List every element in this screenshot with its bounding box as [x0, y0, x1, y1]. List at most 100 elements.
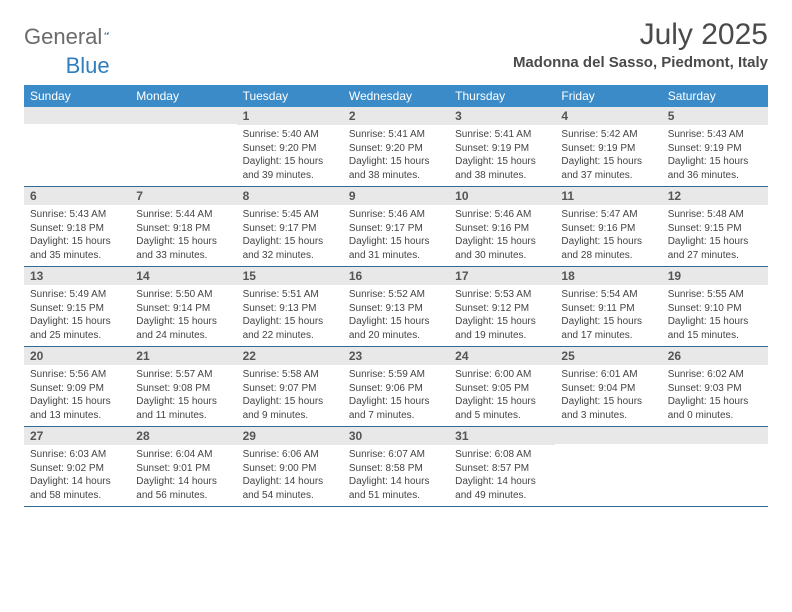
- daylight-text-2: and 49 minutes.: [455, 489, 549, 503]
- day-details: Sunrise: 5:50 AMSunset: 9:14 PMDaylight:…: [130, 285, 236, 346]
- day-details: Sunrise: 5:56 AMSunset: 9:09 PMDaylight:…: [24, 365, 130, 426]
- sunrise-text: Sunrise: 5:57 AM: [136, 368, 230, 382]
- daylight-text-1: Daylight: 15 hours: [668, 155, 762, 169]
- day-number: 17: [449, 267, 555, 285]
- day-number: 21: [130, 347, 236, 365]
- day-details: Sunrise: 6:03 AMSunset: 9:02 PMDaylight:…: [24, 445, 130, 506]
- sunrise-text: Sunrise: 6:02 AM: [668, 368, 762, 382]
- brand-logo: General: [24, 18, 128, 50]
- sunrise-text: Sunrise: 5:49 AM: [30, 288, 124, 302]
- daylight-text-2: and 39 minutes.: [243, 169, 337, 183]
- brand-part1: General: [24, 24, 102, 50]
- day-number: 7: [130, 187, 236, 205]
- day-number: 14: [130, 267, 236, 285]
- calendar-day: 29Sunrise: 6:06 AMSunset: 9:00 PMDayligh…: [237, 427, 343, 506]
- calendar-day: 7Sunrise: 5:44 AMSunset: 9:18 PMDaylight…: [130, 187, 236, 266]
- sunset-text: Sunset: 9:15 PM: [668, 222, 762, 236]
- day-number: 12: [662, 187, 768, 205]
- sunset-text: Sunset: 9:19 PM: [455, 142, 549, 156]
- daylight-text-1: Daylight: 15 hours: [30, 395, 124, 409]
- calendar-day: 17Sunrise: 5:53 AMSunset: 9:12 PMDayligh…: [449, 267, 555, 346]
- sunset-text: Sunset: 9:05 PM: [455, 382, 549, 396]
- sunset-text: Sunset: 9:17 PM: [243, 222, 337, 236]
- sunset-text: Sunset: 9:11 PM: [561, 302, 655, 316]
- sunrise-text: Sunrise: 5:47 AM: [561, 208, 655, 222]
- calendar-day: 12Sunrise: 5:48 AMSunset: 9:15 PMDayligh…: [662, 187, 768, 266]
- daylight-text-2: and 19 minutes.: [455, 329, 549, 343]
- day-details: Sunrise: 5:43 AMSunset: 9:19 PMDaylight:…: [662, 125, 768, 186]
- day-number: 27: [24, 427, 130, 445]
- sunset-text: Sunset: 9:20 PM: [349, 142, 443, 156]
- calendar-day: 19Sunrise: 5:55 AMSunset: 9:10 PMDayligh…: [662, 267, 768, 346]
- day-details: Sunrise: 5:51 AMSunset: 9:13 PMDaylight:…: [237, 285, 343, 346]
- sunset-text: Sunset: 8:58 PM: [349, 462, 443, 476]
- daylight-text-1: Daylight: 15 hours: [30, 235, 124, 249]
- weekday-fri: Friday: [555, 85, 661, 107]
- weekday-mon: Monday: [130, 85, 236, 107]
- sunrise-text: Sunrise: 5:58 AM: [243, 368, 337, 382]
- day-number: 18: [555, 267, 661, 285]
- sunset-text: Sunset: 9:14 PM: [136, 302, 230, 316]
- daylight-text-1: Daylight: 15 hours: [243, 395, 337, 409]
- day-number: 25: [555, 347, 661, 365]
- day-details: Sunrise: 5:52 AMSunset: 9:13 PMDaylight:…: [343, 285, 449, 346]
- sunrise-text: Sunrise: 6:07 AM: [349, 448, 443, 462]
- sunset-text: Sunset: 9:00 PM: [243, 462, 337, 476]
- day-details: Sunrise: 5:48 AMSunset: 9:15 PMDaylight:…: [662, 205, 768, 266]
- sunrise-text: Sunrise: 6:04 AM: [136, 448, 230, 462]
- day-number: 13: [24, 267, 130, 285]
- calendar-day: 10Sunrise: 5:46 AMSunset: 9:16 PMDayligh…: [449, 187, 555, 266]
- daylight-text-1: Daylight: 15 hours: [349, 155, 443, 169]
- sunrise-text: Sunrise: 5:43 AM: [668, 128, 762, 142]
- daylight-text-2: and 54 minutes.: [243, 489, 337, 503]
- calendar-day-empty: [130, 107, 236, 186]
- daylight-text-2: and 51 minutes.: [349, 489, 443, 503]
- calendar-week: 6Sunrise: 5:43 AMSunset: 9:18 PMDaylight…: [24, 187, 768, 267]
- sunrise-text: Sunrise: 5:41 AM: [455, 128, 549, 142]
- day-details: Sunrise: 5:40 AMSunset: 9:20 PMDaylight:…: [237, 125, 343, 186]
- daylight-text-2: and 22 minutes.: [243, 329, 337, 343]
- sunrise-text: Sunrise: 5:42 AM: [561, 128, 655, 142]
- day-details: Sunrise: 5:58 AMSunset: 9:07 PMDaylight:…: [237, 365, 343, 426]
- calendar-week: 27Sunrise: 6:03 AMSunset: 9:02 PMDayligh…: [24, 427, 768, 507]
- sunset-text: Sunset: 9:02 PM: [30, 462, 124, 476]
- sunset-text: Sunset: 9:01 PM: [136, 462, 230, 476]
- sunset-text: Sunset: 9:13 PM: [243, 302, 337, 316]
- weeks-container: 1Sunrise: 5:40 AMSunset: 9:20 PMDaylight…: [24, 107, 768, 507]
- calendar-week: 13Sunrise: 5:49 AMSunset: 9:15 PMDayligh…: [24, 267, 768, 347]
- sunset-text: Sunset: 9:19 PM: [668, 142, 762, 156]
- calendar-day: 4Sunrise: 5:42 AMSunset: 9:19 PMDaylight…: [555, 107, 661, 186]
- daylight-text-1: Daylight: 15 hours: [455, 315, 549, 329]
- brand-part2: Blue: [66, 53, 110, 79]
- calendar-day: 5Sunrise: 5:43 AMSunset: 9:19 PMDaylight…: [662, 107, 768, 186]
- daylight-text-2: and 27 minutes.: [668, 249, 762, 263]
- sunset-text: Sunset: 9:16 PM: [561, 222, 655, 236]
- calendar-day: 31Sunrise: 6:08 AMSunset: 8:57 PMDayligh…: [449, 427, 555, 506]
- sunrise-text: Sunrise: 5:50 AM: [136, 288, 230, 302]
- day-number: 9: [343, 187, 449, 205]
- sunset-text: Sunset: 9:08 PM: [136, 382, 230, 396]
- sunset-text: Sunset: 9:06 PM: [349, 382, 443, 396]
- daylight-text-1: Daylight: 15 hours: [561, 235, 655, 249]
- daylight-text-2: and 24 minutes.: [136, 329, 230, 343]
- sunset-text: Sunset: 9:12 PM: [455, 302, 549, 316]
- calendar-day: 21Sunrise: 5:57 AMSunset: 9:08 PMDayligh…: [130, 347, 236, 426]
- sunrise-text: Sunrise: 6:00 AM: [455, 368, 549, 382]
- daylight-text-2: and 35 minutes.: [30, 249, 124, 263]
- day-details: Sunrise: 5:46 AMSunset: 9:16 PMDaylight:…: [449, 205, 555, 266]
- daylight-text-1: Daylight: 15 hours: [668, 395, 762, 409]
- sunset-text: Sunset: 9:07 PM: [243, 382, 337, 396]
- calendar-week: 20Sunrise: 5:56 AMSunset: 9:09 PMDayligh…: [24, 347, 768, 427]
- sunrise-text: Sunrise: 5:45 AM: [243, 208, 337, 222]
- day-number: 11: [555, 187, 661, 205]
- day-number: [24, 107, 130, 124]
- daylight-text-2: and 32 minutes.: [243, 249, 337, 263]
- day-details: Sunrise: 5:55 AMSunset: 9:10 PMDaylight:…: [662, 285, 768, 346]
- daylight-text-1: Daylight: 15 hours: [349, 315, 443, 329]
- calendar-page: General July 2025 Madonna del Sasso, Pie…: [0, 0, 792, 519]
- day-number: 2: [343, 107, 449, 125]
- daylight-text-1: Daylight: 15 hours: [243, 235, 337, 249]
- location-title: Madonna del Sasso, Piedmont, Italy: [513, 54, 768, 71]
- daylight-text-2: and 9 minutes.: [243, 409, 337, 423]
- daylight-text-1: Daylight: 15 hours: [136, 235, 230, 249]
